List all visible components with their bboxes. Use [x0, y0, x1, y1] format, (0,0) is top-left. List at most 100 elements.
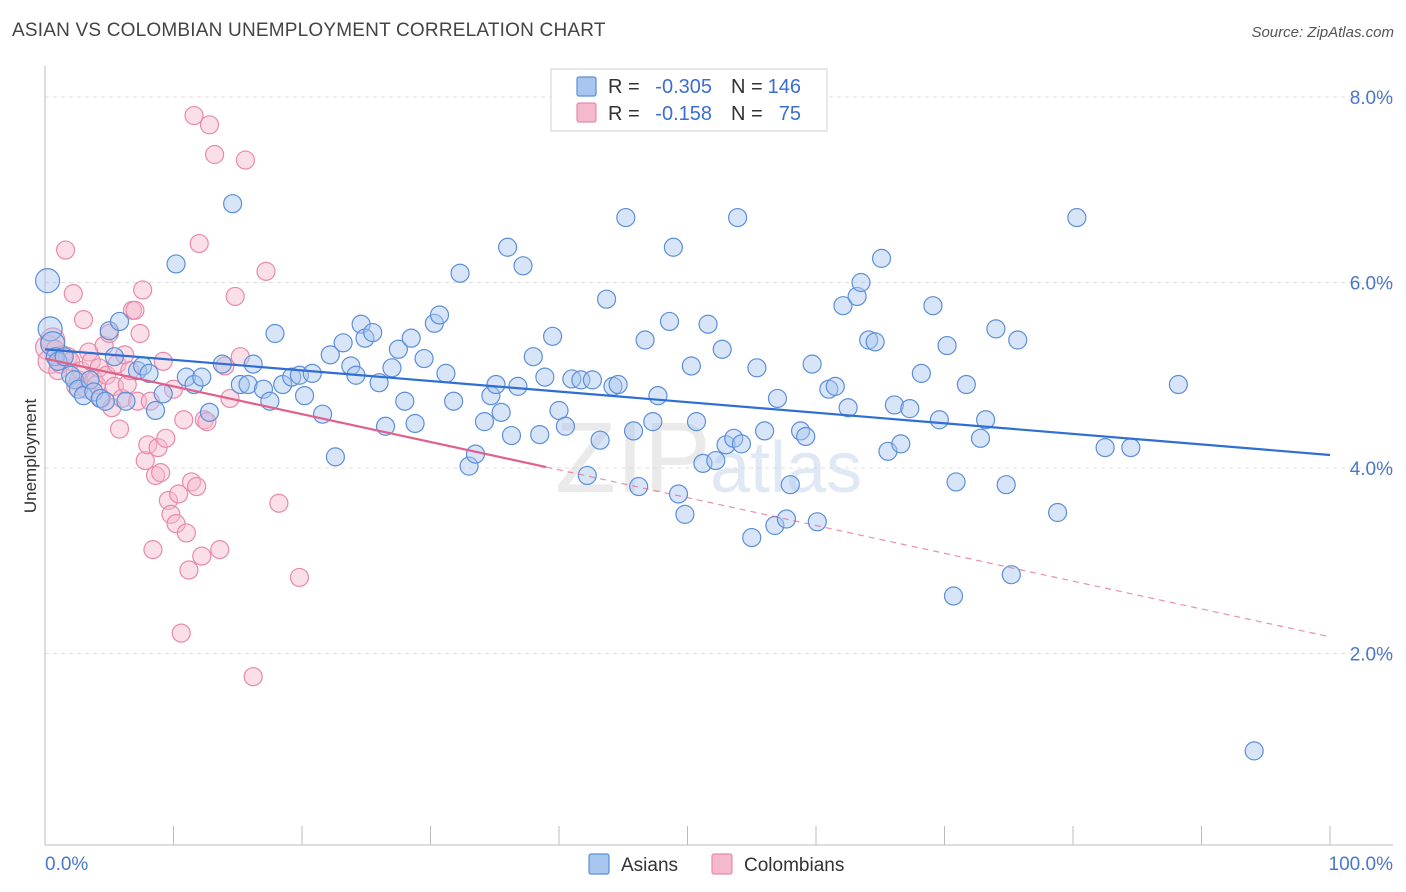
- data-point: [139, 363, 159, 383]
- x-tick-label-min: 0.0%: [45, 854, 88, 875]
- data-point: [582, 370, 603, 390]
- data-point: [976, 410, 996, 430]
- data-point: [265, 323, 285, 344]
- data-point: [459, 456, 479, 476]
- legend-colombians-label: Colombians: [744, 855, 844, 876]
- data-point: [253, 379, 274, 399]
- data-point: [943, 586, 964, 606]
- data-point: [135, 450, 155, 471]
- data-point: [996, 475, 1016, 495]
- data-point: [635, 330, 655, 350]
- data-point: [731, 434, 752, 454]
- legend-asians-label: Asians: [621, 855, 678, 876]
- data-point: [535, 367, 555, 387]
- data-point: [243, 354, 263, 374]
- data-point: [64, 370, 85, 390]
- data-point: [199, 402, 220, 422]
- data-point: [382, 358, 402, 378]
- data-point: [151, 463, 171, 483]
- data-point: [153, 384, 173, 404]
- data-point: [145, 465, 166, 486]
- data-point: [501, 425, 522, 446]
- data-point: [555, 416, 576, 436]
- data-point: [986, 319, 1006, 339]
- data-point: [158, 490, 178, 511]
- data-point: [429, 305, 450, 325]
- data-point: [891, 434, 911, 454]
- data-point: [1095, 437, 1115, 458]
- trend-line-colombians-extrapolated: [546, 466, 1331, 638]
- data-point: [414, 348, 434, 369]
- gridlines: [45, 96, 1393, 654]
- data-point: [851, 272, 871, 293]
- data-point: [825, 376, 845, 396]
- data-point: [225, 286, 245, 307]
- data-point: [946, 472, 966, 492]
- data-point: [871, 248, 892, 268]
- data-point: [1168, 374, 1188, 395]
- chart-title: ASIAN VS COLOMBIAN UNEMPLOYMENT CORRELAT…: [12, 20, 606, 41]
- data-point: [859, 330, 879, 350]
- data-point: [63, 284, 83, 304]
- legend-box: [550, 68, 828, 132]
- legend-n-label-2: N =: [731, 103, 763, 125]
- legend-n-value-2: 75: [779, 103, 801, 125]
- data-point: [104, 347, 124, 367]
- data-point: [395, 391, 415, 411]
- y-axis-label: Unemployment: [21, 399, 40, 514]
- y-tick-label: 6.0%: [1350, 274, 1393, 295]
- data-point: [590, 430, 610, 450]
- data-point: [923, 296, 943, 316]
- data-point: [192, 546, 212, 566]
- data-point: [450, 263, 470, 283]
- data-point: [405, 413, 425, 434]
- data-point: [706, 450, 726, 471]
- series-asians-points: [34, 194, 1264, 761]
- data-point: [169, 484, 189, 504]
- data-point: [55, 240, 76, 260]
- data-point: [474, 412, 495, 432]
- data-point: [294, 386, 315, 406]
- data-point: [269, 493, 289, 513]
- x-tick-label-max: 100.0%: [1329, 854, 1394, 875]
- data-point: [523, 347, 543, 367]
- legend-r-label-2: R =: [608, 103, 640, 125]
- data-point: [956, 374, 976, 395]
- data-point: [401, 328, 421, 348]
- data-point: [681, 356, 701, 376]
- data-point: [161, 504, 181, 524]
- data-point: [143, 540, 163, 560]
- data-point: [34, 268, 61, 294]
- data-point: [790, 421, 811, 441]
- data-point: [363, 322, 383, 343]
- data-point: [243, 667, 263, 687]
- data-point: [192, 367, 212, 387]
- data-point: [663, 237, 683, 257]
- data-point: [238, 374, 258, 395]
- data-point: [542, 326, 563, 346]
- data-point: [486, 374, 506, 395]
- data-point: [125, 300, 145, 320]
- data-point: [807, 512, 827, 532]
- data-point: [184, 105, 204, 126]
- data-point: [498, 237, 518, 257]
- data-point: [282, 367, 302, 387]
- data-point: [596, 289, 617, 309]
- data-point: [289, 567, 310, 588]
- data-point: [179, 560, 199, 580]
- data-point: [174, 410, 194, 430]
- data-point: [73, 310, 94, 330]
- data-point: [1008, 330, 1028, 350]
- data-point: [767, 388, 788, 409]
- data-point: [937, 335, 957, 356]
- data-point: [388, 339, 408, 359]
- data-point: [668, 484, 689, 504]
- data-point: [223, 194, 243, 214]
- data-point: [235, 150, 256, 170]
- data-point: [747, 358, 767, 378]
- data-point: [629, 476, 649, 497]
- data-point: [1067, 207, 1087, 228]
- data-point: [754, 421, 775, 441]
- data-point: [176, 523, 196, 543]
- legend-n-label-1: N =: [731, 76, 763, 98]
